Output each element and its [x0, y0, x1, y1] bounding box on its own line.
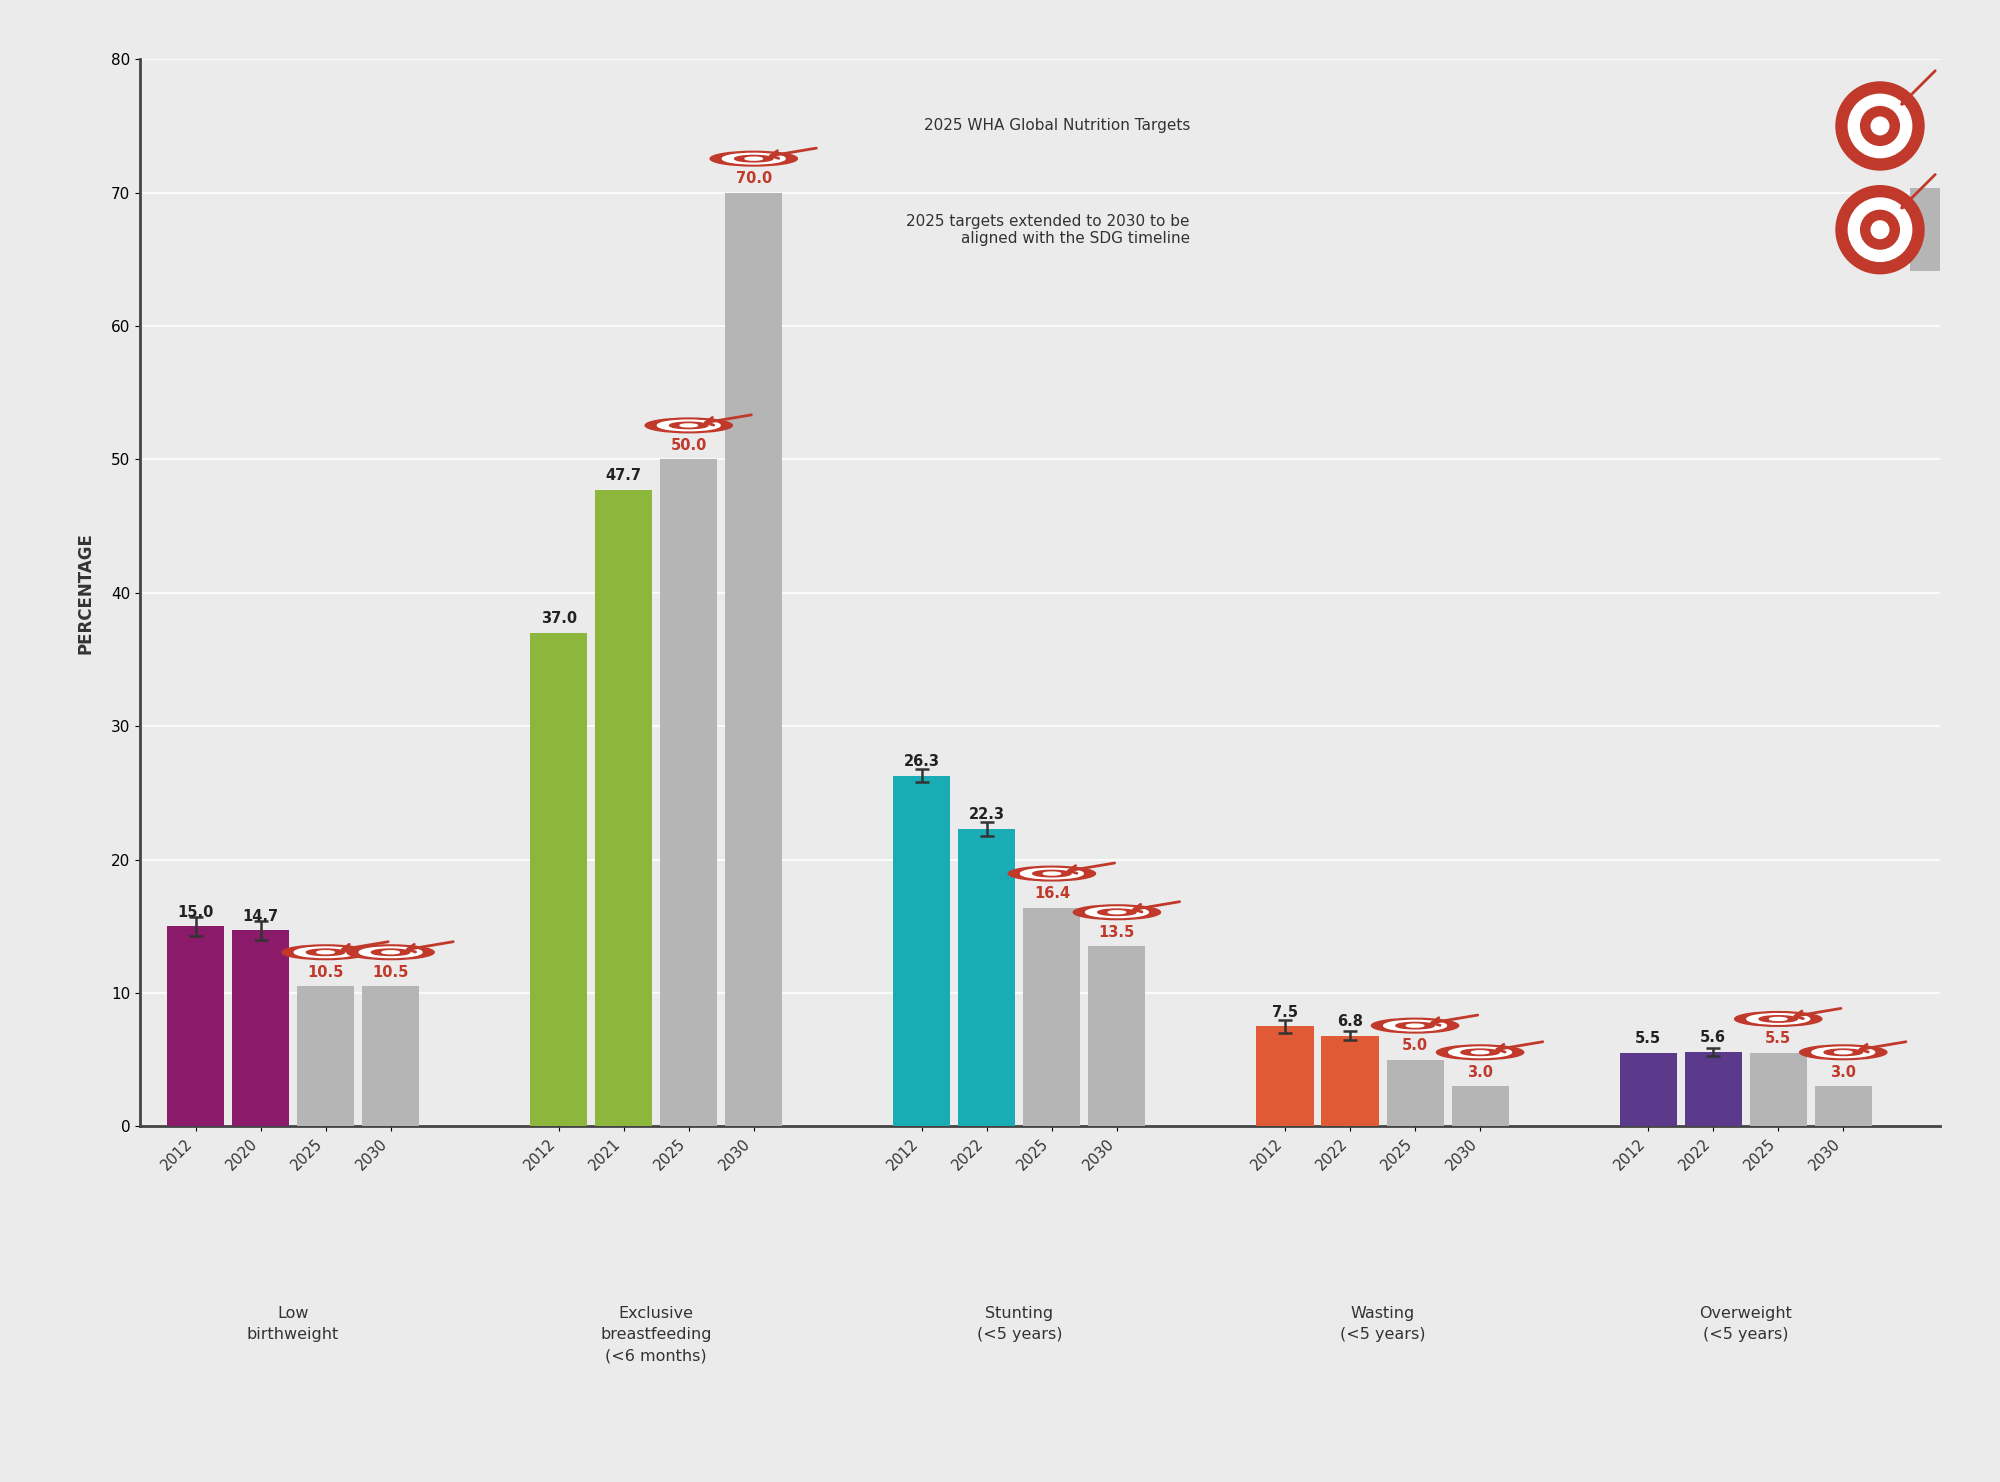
Circle shape [1044, 871, 1060, 874]
Bar [1452, 1086, 1508, 1126]
Bar [596, 491, 652, 1126]
Text: 6.8: 6.8 [1338, 1014, 1364, 1029]
Text: 50.0: 50.0 [670, 437, 706, 453]
Text: 3.0: 3.0 [1830, 1064, 1856, 1079]
Circle shape [1008, 865, 1096, 880]
Circle shape [1086, 907, 1148, 917]
FancyBboxPatch shape [1910, 188, 1940, 271]
Ellipse shape [1872, 117, 1888, 135]
Text: 5.0: 5.0 [1402, 1037, 1428, 1052]
Circle shape [734, 156, 772, 162]
Text: 5.5: 5.5 [1766, 1031, 1792, 1046]
Bar [1322, 1036, 1378, 1126]
Circle shape [372, 948, 410, 956]
Bar [1750, 1052, 1806, 1126]
Bar [1814, 1086, 1872, 1126]
Circle shape [1472, 1051, 1488, 1054]
Text: 47.7: 47.7 [606, 468, 642, 483]
Circle shape [1460, 1049, 1500, 1055]
Circle shape [1032, 870, 1072, 877]
Bar [1386, 1060, 1444, 1126]
Text: Wasting
(<5 years): Wasting (<5 years) [1340, 1307, 1426, 1343]
Circle shape [1108, 911, 1126, 914]
Bar [298, 987, 354, 1126]
Circle shape [1734, 1012, 1822, 1026]
Text: 3.0: 3.0 [1468, 1064, 1494, 1079]
Text: 2025 WHA Global Nutrition Targets: 2025 WHA Global Nutrition Targets [924, 119, 1190, 133]
Bar [530, 633, 588, 1126]
Text: 37.0: 37.0 [540, 611, 576, 625]
Text: Exclusive
breastfeeding
(<6 months): Exclusive breastfeeding (<6 months) [600, 1307, 712, 1363]
Ellipse shape [1860, 210, 1900, 249]
Circle shape [1770, 1018, 1786, 1021]
Circle shape [1396, 1023, 1434, 1029]
Bar [726, 193, 782, 1126]
Text: Overweight
(<5 years): Overweight (<5 years) [1700, 1307, 1792, 1343]
Ellipse shape [1836, 82, 1924, 170]
Circle shape [1824, 1049, 1862, 1055]
Circle shape [1098, 908, 1136, 916]
Text: Stunting
(<5 years): Stunting (<5 years) [976, 1307, 1062, 1343]
Text: 14.7: 14.7 [242, 908, 278, 923]
Text: 15.0: 15.0 [178, 904, 214, 919]
Bar [660, 459, 718, 1126]
Y-axis label: PERCENTAGE: PERCENTAGE [76, 532, 94, 654]
Text: 70.0: 70.0 [736, 170, 772, 187]
Circle shape [1746, 1014, 1810, 1024]
Text: 16.4: 16.4 [1034, 886, 1070, 901]
Circle shape [1372, 1018, 1458, 1033]
Circle shape [1834, 1051, 1852, 1054]
Circle shape [360, 947, 422, 957]
Ellipse shape [1860, 107, 1900, 145]
Text: Low
birthweight: Low birthweight [246, 1307, 340, 1343]
Bar [362, 987, 420, 1126]
Text: 26.3: 26.3 [904, 754, 940, 769]
Circle shape [346, 946, 434, 960]
Bar [232, 931, 290, 1126]
Bar [1088, 946, 1146, 1126]
Circle shape [282, 946, 370, 960]
Text: 10.5: 10.5 [308, 965, 344, 980]
Circle shape [1406, 1024, 1424, 1027]
Circle shape [1074, 906, 1160, 919]
Text: 13.5: 13.5 [1098, 925, 1136, 940]
Circle shape [1812, 1046, 1874, 1058]
Circle shape [1448, 1046, 1512, 1058]
Circle shape [306, 948, 344, 956]
Circle shape [658, 419, 720, 431]
Circle shape [710, 151, 798, 166]
Ellipse shape [1872, 221, 1888, 239]
Circle shape [1760, 1015, 1798, 1023]
Bar [166, 926, 224, 1126]
Circle shape [646, 418, 732, 433]
Bar [894, 775, 950, 1126]
Text: 2025 targets extended to 2030 to be
aligned with the SDG timeline: 2025 targets extended to 2030 to be alig… [906, 213, 1190, 246]
Circle shape [382, 951, 400, 954]
Circle shape [670, 422, 708, 428]
Text: 10.5: 10.5 [372, 965, 408, 980]
Text: 22.3: 22.3 [968, 808, 1004, 823]
Circle shape [746, 157, 762, 160]
Text: 7.5: 7.5 [1272, 1005, 1298, 1020]
Circle shape [1800, 1045, 1886, 1060]
Circle shape [1384, 1020, 1446, 1031]
Circle shape [722, 153, 786, 165]
Bar [1256, 1026, 1314, 1126]
Ellipse shape [1848, 95, 1912, 157]
Bar [1684, 1052, 1742, 1126]
Circle shape [1020, 868, 1084, 879]
Bar [1620, 1052, 1676, 1126]
Circle shape [1436, 1045, 1524, 1060]
Text: 5.5: 5.5 [1636, 1031, 1662, 1046]
Ellipse shape [1848, 199, 1912, 261]
Circle shape [680, 424, 698, 427]
Text: 5.6: 5.6 [1700, 1030, 1726, 1045]
Bar [1024, 907, 1080, 1126]
Circle shape [316, 951, 334, 954]
Ellipse shape [1836, 185, 1924, 274]
Bar [958, 828, 1016, 1126]
Circle shape [294, 947, 356, 957]
